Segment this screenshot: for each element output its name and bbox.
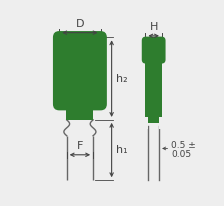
Bar <box>67 104 93 120</box>
Text: H: H <box>149 22 158 32</box>
Text: h₂: h₂ <box>116 74 128 84</box>
FancyBboxPatch shape <box>53 31 107 110</box>
Bar <box>145 117 148 129</box>
Text: D: D <box>76 19 84 29</box>
Text: 0.5 ±: 0.5 ± <box>171 141 196 150</box>
Bar <box>159 117 162 129</box>
Ellipse shape <box>67 37 93 64</box>
Text: 0.05: 0.05 <box>171 150 191 159</box>
FancyBboxPatch shape <box>142 37 166 64</box>
Text: h₁: h₁ <box>116 145 128 155</box>
Bar <box>145 56 162 123</box>
Text: F: F <box>77 141 83 151</box>
